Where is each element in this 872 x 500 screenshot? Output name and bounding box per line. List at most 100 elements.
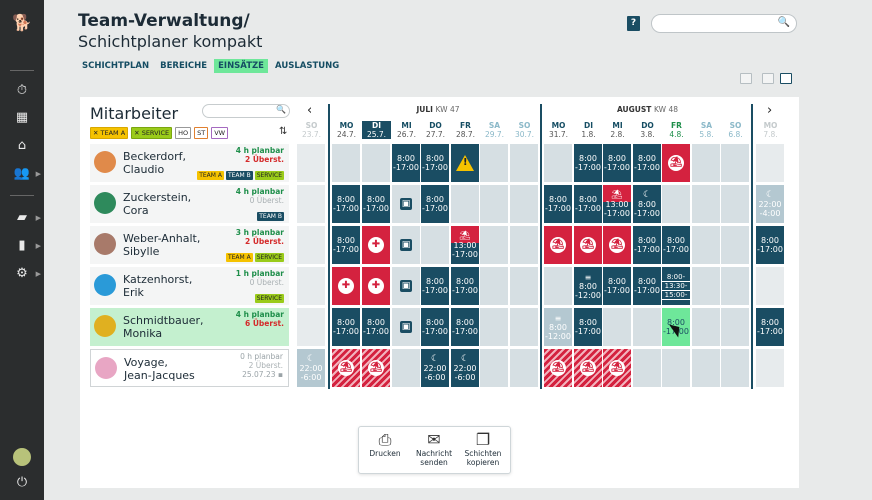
gear-icon[interactable]: ⚙ ▶ [16, 266, 41, 281]
help-button[interactable]: ? [627, 16, 640, 31]
shift-cell[interactable]: ⛱ 13:00 -17:00 [603, 185, 631, 223]
empty-cell[interactable] [633, 349, 661, 387]
empty-cell[interactable] [480, 349, 508, 387]
empty-cell[interactable] [297, 144, 325, 182]
shift-cell[interactable]: 8:00 -17:00 [603, 144, 631, 182]
empty-cell[interactable] [544, 267, 572, 305]
tab-bereiche[interactable]: BEREICHE [160, 61, 208, 71]
shift-cell[interactable]: 8:00 -17:00 [362, 185, 390, 223]
filter-ho[interactable]: HO [175, 127, 192, 139]
empty-cell[interactable] [692, 144, 720, 182]
empty-cell[interactable] [756, 349, 784, 387]
empty-cell[interactable] [692, 267, 720, 305]
day-header[interactable]: SO 30.7. [510, 121, 539, 139]
empty-cell[interactable] [510, 144, 538, 182]
day-header[interactable]: MI 26.7. [392, 121, 421, 139]
empty-cell[interactable] [332, 144, 360, 182]
day-header[interactable]: DO 3.8. [633, 121, 662, 139]
send-message-button[interactable]: ✉ Nachricht senden [410, 431, 458, 468]
global-search-input[interactable] [660, 18, 780, 36]
day-header[interactable]: DO 27.7. [421, 121, 450, 139]
shift-cell[interactable]: ≡ 8:00 -12:00 [574, 267, 602, 305]
copy-shifts-button[interactable]: ❐ Schichten kopieren [459, 431, 507, 468]
employee-row[interactable]: Voyage, Jean-Jacques 0 h planbar 2 Überst.… [90, 349, 289, 387]
day-header[interactable]: SA 29.7. [480, 121, 509, 139]
empty-cell[interactable] [692, 308, 720, 346]
shift-cell[interactable]: 8:00 -17:00 [662, 226, 690, 264]
empty-cell[interactable] [510, 349, 538, 387]
empty-cell[interactable] [721, 267, 749, 305]
empty-cell[interactable] [756, 267, 784, 305]
view-single-icon[interactable] [740, 73, 752, 84]
shift-cell[interactable]: ▣ [392, 267, 420, 305]
empty-cell[interactable] [480, 267, 508, 305]
shift-cell[interactable]: ⛱ 13:00 -17:00 [451, 226, 479, 264]
shift-cell[interactable]: ☾ 22:00 -4:00 [756, 185, 784, 223]
empty-cell[interactable] [480, 144, 508, 182]
shift-cell[interactable]: ⛱ [603, 226, 631, 264]
filter-service[interactable]: ✕ SERVICE [131, 127, 173, 139]
empty-cell[interactable] [662, 349, 690, 387]
day-header[interactable]: MI 2.8. [603, 121, 632, 139]
empty-cell[interactable] [510, 267, 538, 305]
shift-cell[interactable]: ▣ [392, 185, 420, 223]
tab-schichtplan[interactable]: SCHICHTPLAN [82, 61, 150, 71]
shift-cell[interactable]: 8:00 -17:00 [756, 226, 784, 264]
filter-vw[interactable]: VW [211, 127, 229, 139]
shift-cell[interactable]: 8:00 -17:00 [421, 267, 449, 305]
view-grid-icon[interactable] [780, 73, 792, 84]
shift-cell[interactable]: 8:00 -17:00 [332, 226, 360, 264]
empty-cell[interactable] [692, 349, 720, 387]
shift-cell[interactable]: 8:00 -17:00 [662, 308, 690, 346]
day-header[interactable]: DI 1.8. [574, 121, 603, 139]
user-avatar[interactable] [13, 448, 31, 466]
shift-cell[interactable]: 8:00 -17:00 [544, 185, 572, 223]
empty-cell[interactable] [721, 226, 749, 264]
employee-row[interactable]: Katzenhorst, Erik 1 h planbar 0 Überst. SE… [90, 267, 289, 305]
empty-cell[interactable] [451, 185, 479, 223]
day-header[interactable]: SO 6.8. [721, 121, 750, 139]
shift-cell[interactable]: ▣ [392, 308, 420, 346]
day-header[interactable]: SO 23.7. [297, 121, 326, 139]
day-header[interactable]: SA 5.8. [692, 121, 721, 139]
home-icon[interactable]: ⌂ [17, 138, 27, 153]
shift-cell[interactable]: 8:00 -17:00 [451, 267, 479, 305]
empty-cell[interactable] [480, 185, 508, 223]
empty-cell[interactable] [362, 144, 390, 182]
shift-cell[interactable]: 8:00 -17:00 [362, 308, 390, 346]
shift-cell[interactable] [451, 144, 479, 182]
shift-cell[interactable]: 8:00 -17:00 [574, 144, 602, 182]
employee-row[interactable]: Zuckerstein, Cora 4 h planbar 0 Überst. TE… [90, 185, 289, 223]
shift-cell[interactable]: ⛱ [544, 226, 572, 264]
shift-cell[interactable]: ▣ [392, 226, 420, 264]
empty-cell[interactable] [721, 308, 749, 346]
shift-cell[interactable]: 8:00 -17:00 [574, 185, 602, 223]
shift-cell[interactable]: ⛱ [574, 349, 602, 387]
shift-cell[interactable]: 8:00 -17:00 [451, 308, 479, 346]
tab-auslastung[interactable]: AUSLASTUNG [275, 61, 340, 71]
filter-st[interactable]: ST [194, 127, 209, 139]
day-header[interactable]: FR 4.8. [662, 121, 691, 139]
day-header[interactable]: DI 25.7. [362, 121, 391, 139]
empty-cell[interactable] [510, 308, 538, 346]
empty-cell[interactable] [392, 349, 420, 387]
shift-cell[interactable]: ☾ 22:00 -6:00 [297, 349, 325, 387]
search-icon[interactable]: 🔍 [276, 105, 286, 114]
shift-cell[interactable]: ☾ 22:00 -6:00 [451, 349, 479, 387]
shift-cell[interactable]: ⛱ [362, 349, 390, 387]
tab-einsaetze[interactable]: EINSÄTZE [214, 59, 268, 73]
power-icon[interactable]: ⏻ [16, 475, 28, 490]
empty-cell[interactable] [692, 226, 720, 264]
shift-cell[interactable]: 8:00 -17:00 [633, 226, 661, 264]
empty-cell[interactable] [603, 308, 631, 346]
stopwatch-icon[interactable]: ⏱ [16, 83, 28, 98]
shift-cell[interactable]: ✚ [332, 267, 360, 305]
shift-cell[interactable]: ☾ 8:00 -17:00 [633, 185, 661, 223]
search-icon[interactable]: 🔍 [777, 17, 790, 28]
empty-cell[interactable] [297, 267, 325, 305]
day-header[interactable]: MO 31.7. [544, 121, 573, 139]
empty-cell[interactable] [544, 144, 572, 182]
shift-cell[interactable]: 8:00 -17:00 [392, 144, 420, 182]
day-header[interactable]: MO 24.7. [332, 121, 361, 139]
shift-cell[interactable]: 8:00 -17:00 [633, 267, 661, 305]
